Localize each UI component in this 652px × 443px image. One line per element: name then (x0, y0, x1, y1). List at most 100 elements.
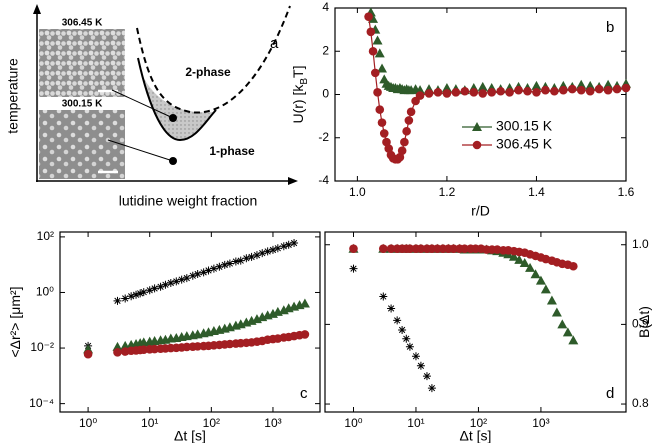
panel-label: a (270, 35, 279, 52)
y-tick-label: 0.9 (632, 317, 649, 331)
y-axis-label: U(r) [kBT] (290, 65, 310, 123)
marker-star (127, 292, 136, 301)
marker-star (405, 342, 414, 351)
marker-star (349, 264, 358, 273)
marker-star (215, 262, 224, 271)
marker-circle (612, 84, 622, 94)
marker-circle (349, 244, 358, 254)
marker-circle (370, 68, 380, 78)
marker-circle (594, 84, 604, 94)
inset-caption-bar (39, 17, 125, 28)
marker-circle (433, 88, 443, 97)
arrow-head (33, 4, 41, 14)
marker-triangle (525, 262, 536, 272)
x-tick-label: 10¹ (141, 416, 158, 430)
marker-star (220, 260, 229, 269)
marker-star (231, 257, 240, 266)
x-tick-label: 10² (470, 416, 487, 430)
marker-star (236, 256, 245, 265)
marker-circle (83, 349, 93, 359)
axis-label: temperature (5, 58, 21, 134)
marker-star (225, 259, 234, 268)
x-axis-label: Δt [s] (460, 428, 492, 443)
marker-star (252, 251, 261, 260)
marker-circle (505, 88, 514, 97)
marker-star (284, 240, 293, 249)
marker-triangle (508, 251, 519, 261)
y-tick-label: 10⁰ (36, 285, 54, 299)
marker-triangle (576, 79, 587, 89)
marker-star (263, 247, 272, 256)
y-axis-label-part: B(Δt) (636, 306, 652, 338)
x-tick-label: 10³ (264, 416, 281, 430)
marker-circle (375, 105, 385, 114)
inset-caption-bar (39, 98, 125, 109)
x-tick-label: 10⁰ (79, 416, 97, 430)
marker-circle (451, 88, 461, 97)
marker-star (209, 264, 218, 273)
marker-triangle (531, 80, 542, 90)
marker-triangle (540, 284, 551, 294)
axis-label: lutidine weight fraction (119, 193, 258, 209)
marker-triangle (374, 48, 385, 58)
marker-star (182, 274, 191, 283)
y-tick-label: 10⁻² (30, 340, 54, 354)
marker-star (113, 296, 122, 305)
marker-triangle (546, 295, 557, 305)
marker-triangle (557, 319, 568, 329)
marker-star (422, 372, 431, 381)
marker-circle (364, 12, 373, 21)
arrow-head (288, 177, 298, 185)
marker-circle (550, 86, 559, 96)
state-point (169, 114, 177, 122)
marker-triangle (585, 80, 596, 90)
marker-circle (487, 88, 496, 97)
state-point (169, 157, 177, 165)
marker-star (204, 266, 213, 275)
legend-label: 306.45 K (496, 136, 553, 152)
marker-star (427, 384, 436, 393)
marker-circle (113, 348, 122, 357)
y-tick-label: 10² (37, 229, 54, 243)
marker-star (387, 304, 396, 313)
marker-triangle (372, 35, 383, 45)
marker-circle (373, 88, 382, 97)
marker-star (379, 292, 388, 301)
region-label: 1-phase (209, 144, 255, 158)
marker-circle (532, 88, 541, 97)
marker-circle (384, 144, 394, 153)
marker-circle (379, 129, 389, 138)
marker-star (402, 334, 411, 343)
marker-star (247, 252, 256, 261)
marker-triangle (377, 63, 388, 73)
marker-circle (460, 244, 469, 254)
marker-star (136, 289, 145, 298)
marker-triangle (368, 13, 379, 23)
x-axis-label: Δt [s] (174, 428, 206, 443)
marker-star (145, 286, 154, 295)
x-tick-label: 1.0 (349, 185, 366, 199)
region-label: 2-phase (185, 65, 231, 79)
marker-circle (449, 244, 458, 254)
marker-circle (368, 46, 378, 56)
marker-star (290, 239, 299, 248)
marker-circle (442, 89, 452, 98)
y-tick-label: 0.8 (632, 396, 649, 410)
y-tick-label: 10⁻⁴ (29, 396, 54, 410)
x-tick-label: 1.6 (618, 185, 635, 199)
y-tick-label: 4 (322, 0, 329, 14)
marker-star (258, 249, 267, 258)
y-tick-label: -4 (318, 173, 329, 187)
plot-frame (324, 231, 627, 413)
marker-circle (386, 244, 396, 254)
marker-star (411, 352, 420, 361)
marker-circle (585, 86, 595, 96)
x-tick-label: 1.4 (528, 185, 545, 199)
marker-star (242, 254, 251, 263)
marker-circle (382, 137, 391, 147)
marker-circle (406, 107, 416, 117)
marker-circle (621, 83, 631, 93)
marker-circle (469, 88, 479, 97)
inset-label: 306.45 K (62, 18, 103, 29)
